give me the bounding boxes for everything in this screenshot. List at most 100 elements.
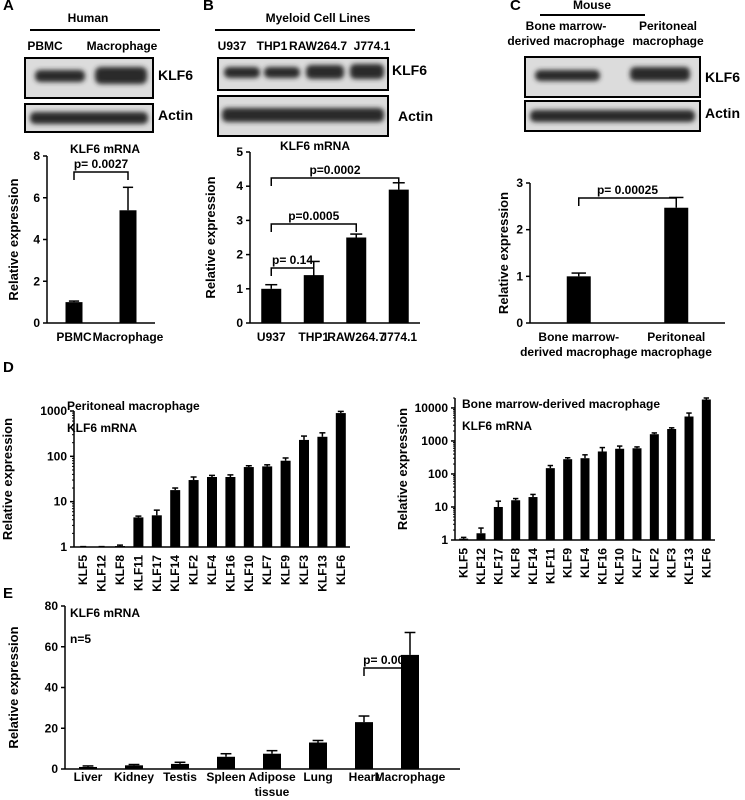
y-tick-label: 4	[33, 233, 40, 247]
y-tick-label: 1	[236, 282, 243, 296]
bar	[263, 753, 281, 769]
x-tick-label: Lung	[303, 770, 332, 784]
lane-label: PBMC	[27, 39, 63, 53]
blot-band	[95, 67, 147, 84]
lane-label: THP1	[257, 39, 288, 53]
chart-subtitle: KLF6 mRNA	[67, 421, 137, 435]
panel-letter: B	[203, 0, 214, 14]
x-tick-label: KLF9	[561, 548, 575, 578]
significance-bracket	[73, 171, 129, 180]
bar	[545, 468, 555, 540]
y-tick-label: 10	[435, 500, 449, 514]
x-tick-label: KLF9	[279, 555, 293, 585]
lane-label: Macrophage	[87, 39, 158, 53]
x-tick-label: KLF13	[315, 555, 329, 592]
significance-bracket	[270, 267, 315, 276]
bar	[207, 477, 217, 547]
bar	[355, 722, 373, 769]
blot-band	[350, 64, 384, 79]
x-tick-label: Peritoneal macrophage	[641, 330, 713, 359]
x-tick-label: KLF3	[665, 548, 679, 578]
blot-header: Mouse	[573, 0, 611, 12]
y-tick-label: 20	[45, 721, 59, 735]
x-tick-label: KLF7	[260, 555, 274, 585]
x-tick-label: KLF5	[457, 548, 471, 578]
y-tick-label: 2	[33, 274, 40, 288]
x-tick-label: Heart	[349, 770, 380, 784]
x-tick-label: KLF6	[699, 548, 713, 578]
x-tick-label: KLF11	[131, 555, 145, 591]
y-tick-label: 3	[516, 176, 523, 190]
x-tick-label: KLF12	[95, 555, 109, 592]
chart-title: KLF6 mRNA	[70, 142, 140, 156]
significance-bracket	[270, 223, 357, 232]
bar	[563, 459, 573, 540]
y-tick-label: 1	[516, 269, 523, 283]
lane-label: Peritoneal macrophage	[632, 19, 704, 48]
x-tick-label: KLF5	[76, 555, 90, 585]
annotation: p= 0.14	[272, 253, 313, 267]
bar	[649, 434, 659, 540]
y-axis-label: Relative expression	[6, 178, 21, 300]
y-tick-label: 0	[236, 316, 243, 330]
lane-label: Bone marrow-derived macrophage	[507, 19, 625, 48]
blot-band	[222, 108, 384, 122]
y-axis-label: Relative expression	[0, 418, 15, 540]
bar	[225, 477, 236, 547]
bar	[476, 533, 486, 540]
x-tick-label: KLF4	[205, 555, 219, 585]
bar	[151, 515, 162, 547]
bar	[299, 439, 309, 547]
panel-letter: C	[510, 0, 521, 14]
y-tick-label: 1	[60, 540, 67, 554]
y-tick-label: 5	[236, 145, 243, 159]
x-tick-label: Testis	[163, 770, 197, 784]
bar	[171, 763, 189, 769]
lane-label: J774.1	[354, 39, 391, 53]
x-tick-label: KLF3	[297, 555, 311, 585]
bar	[261, 288, 282, 323]
annotation: p= 0.007	[363, 653, 411, 667]
y-tick-label: 4	[236, 179, 243, 193]
y-tick-label: 1	[441, 533, 448, 547]
blot-band	[306, 65, 344, 79]
y-tick-label: 6	[33, 191, 40, 205]
chart-title: KLF6 mRNA	[280, 139, 350, 153]
bar	[493, 506, 503, 540]
y-tick-label: 10000	[415, 401, 449, 415]
row-label: KLF6	[392, 62, 427, 78]
chart-title: Peritoneal macrophage	[67, 399, 200, 413]
bar	[65, 302, 83, 323]
x-tick-label: KLF12	[474, 548, 488, 585]
bar	[511, 500, 521, 540]
x-tick-label: Macrophage	[93, 330, 164, 344]
x-tick-label: KLF11	[543, 548, 557, 584]
bar	[684, 416, 694, 540]
bar	[615, 448, 625, 540]
y-axis-label: Relative expression	[203, 176, 218, 298]
x-tick-label: KLF7	[630, 548, 644, 578]
bar	[170, 490, 181, 547]
y-tick-label: 40	[45, 681, 59, 695]
x-tick-label: KLF2	[187, 555, 201, 585]
bar	[580, 458, 590, 540]
x-tick-label: U937	[257, 330, 286, 344]
x-tick-label: KLF16	[595, 548, 609, 585]
y-tick-label: 2	[236, 248, 243, 262]
blot-band	[264, 67, 300, 78]
x-tick-label: KLF14	[168, 555, 182, 592]
blot-band	[630, 67, 690, 81]
x-tick-label: KLF10	[242, 555, 256, 592]
row-label: KLF6	[158, 67, 193, 83]
y-tick-label: 80	[45, 599, 59, 613]
x-tick-label: KLF4	[578, 548, 592, 578]
bar	[243, 467, 254, 547]
y-tick-label: 60	[45, 640, 59, 654]
bar	[632, 448, 642, 540]
significance-bracket	[363, 667, 411, 676]
blot-band	[530, 110, 695, 122]
y-tick-label: 100	[47, 449, 67, 463]
blot-band	[30, 112, 148, 124]
x-tick-label: Bone marrow-derived macrophage	[520, 330, 638, 359]
